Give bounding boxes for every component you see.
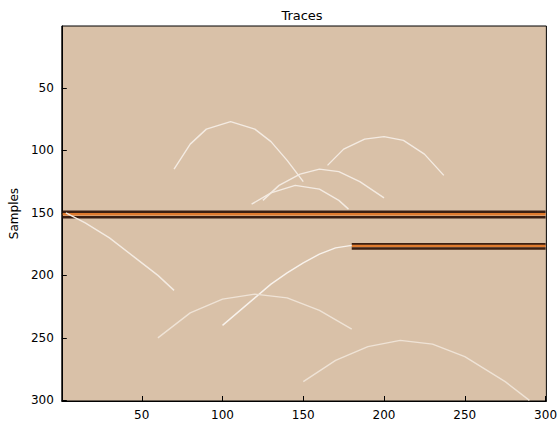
svg-text:50: 50 xyxy=(39,81,54,95)
svg-text:Samples: Samples xyxy=(7,188,21,239)
svg-text:50: 50 xyxy=(134,408,149,422)
svg-text:250: 250 xyxy=(31,331,54,345)
svg-text:150: 150 xyxy=(292,408,315,422)
svg-text:200: 200 xyxy=(373,408,396,422)
svg-text:100: 100 xyxy=(31,143,54,157)
svg-text:200: 200 xyxy=(31,268,54,282)
svg-text:300: 300 xyxy=(31,393,54,407)
svg-text:100: 100 xyxy=(211,408,234,422)
svg-text:Traces: Traces xyxy=(280,8,322,23)
svg-text:300: 300 xyxy=(534,408,557,422)
svg-text:150: 150 xyxy=(31,206,54,220)
svg-text:250: 250 xyxy=(453,408,476,422)
